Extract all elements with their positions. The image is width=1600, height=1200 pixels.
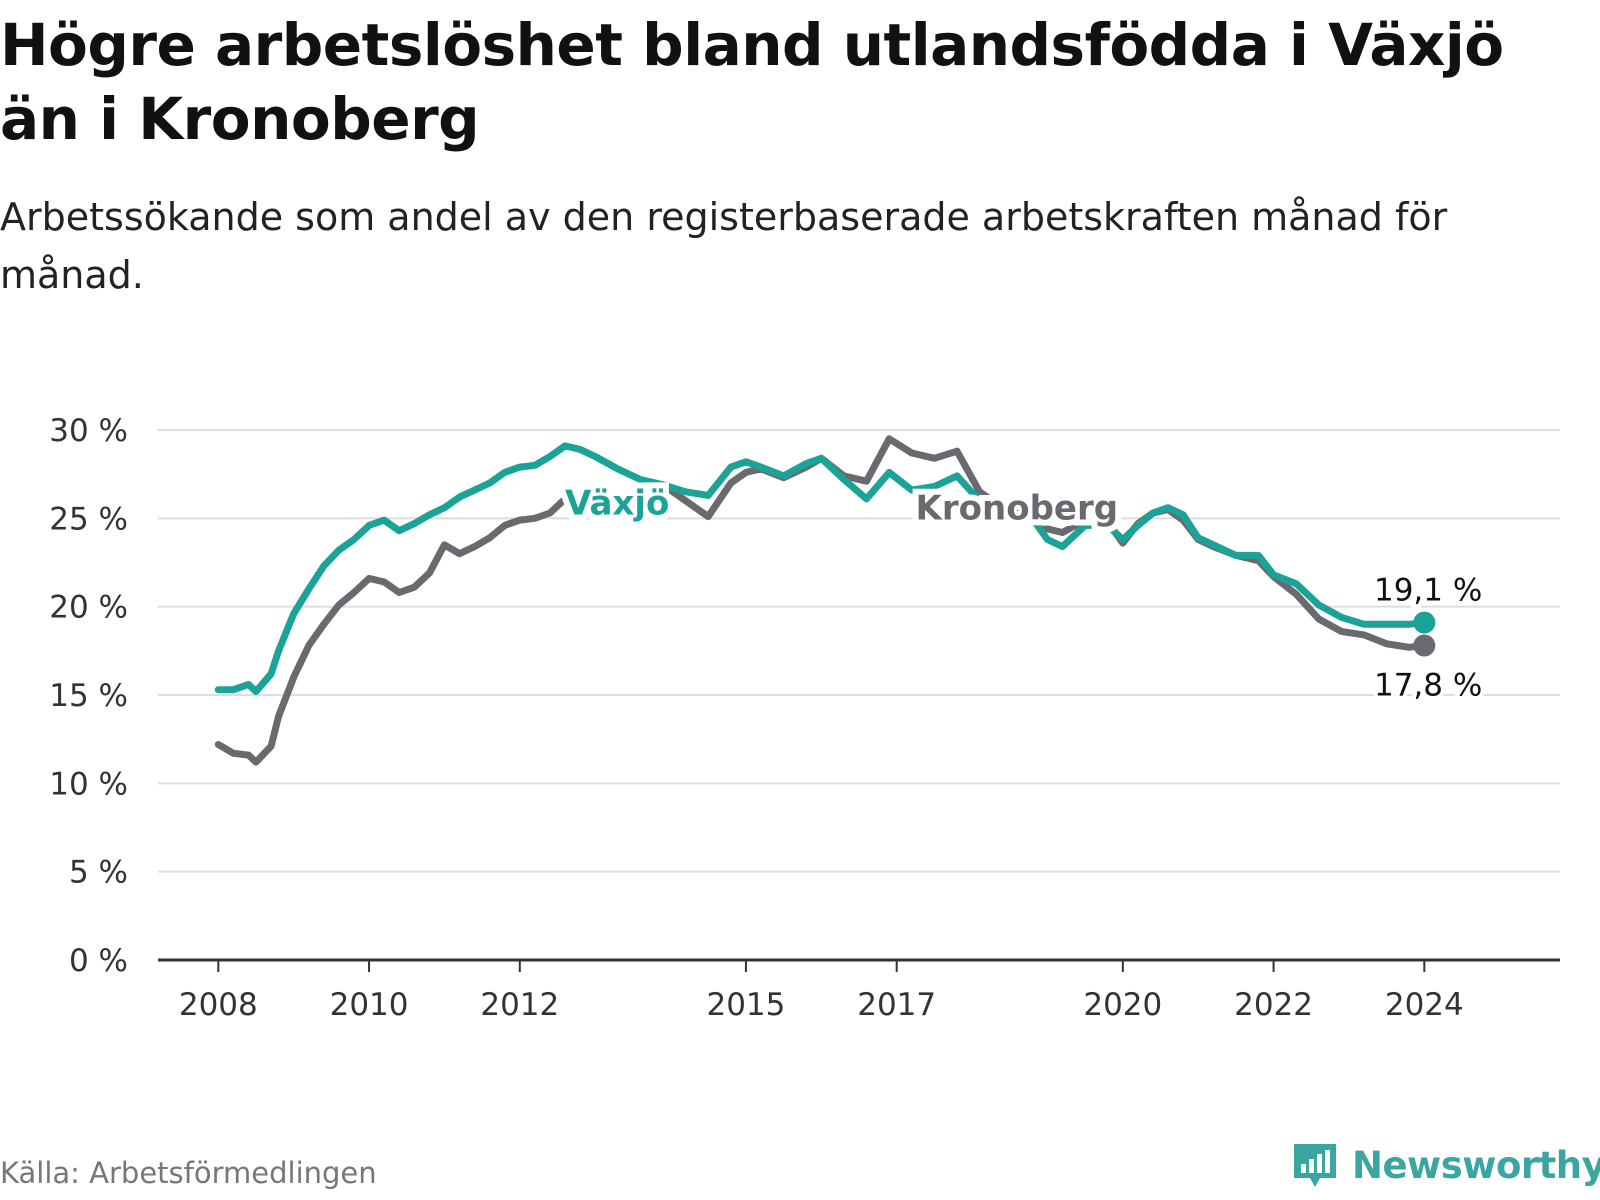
end-point-vaxjo <box>1413 611 1436 634</box>
y-tick-label: 5 % <box>69 855 128 891</box>
series-layer <box>214 435 1436 766</box>
x-tick-label: 2017 <box>857 987 936 1023</box>
chart-title: Högre arbetslöshet bland utlandsfödda i … <box>0 11 1504 153</box>
y-tick-label: 10 % <box>49 766 128 802</box>
series-line-vaxjo <box>214 442 1428 695</box>
x-axis: 2008 2010 2012 2015 2017 2020 2022 2024 <box>158 958 1560 1023</box>
newsworthy-logo[interactable]: Newsworthy <box>1290 1140 1600 1190</box>
y-tick-label: 20 % <box>49 590 128 626</box>
label-layer: 19,1 % 17,8 % Växjö Kronoberg <box>559 477 1486 707</box>
series-label-kronoberg: Kronoberg <box>916 489 1119 529</box>
end-label-kronoberg: 17,8 % <box>1374 668 1482 704</box>
x-tick-label: 2012 <box>480 987 559 1023</box>
grid-layer <box>158 429 1560 873</box>
y-tick-label: 25 % <box>49 501 128 537</box>
end-point-kronoberg <box>1413 634 1436 657</box>
x-tick-label: 2020 <box>1083 987 1162 1023</box>
x-tick-label: 2010 <box>330 987 409 1023</box>
x-tick-label: 2024 <box>1385 987 1464 1023</box>
series-line-kronoberg <box>214 435 1428 766</box>
newsworthy-logo-text: Newsworthy <box>1352 1143 1600 1187</box>
newsworthy-logo-icon <box>1294 1144 1336 1187</box>
x-tick-label: 2008 <box>179 987 258 1023</box>
chart-subtitle: Arbetssökande som andel av den registerb… <box>0 195 1448 297</box>
y-tick-label: 0 % <box>69 943 128 979</box>
y-tick-label: 15 % <box>49 678 128 714</box>
x-tick-label: 2015 <box>706 987 785 1023</box>
x-tick-label: 2022 <box>1234 987 1313 1023</box>
y-tick-label: 30 % <box>49 413 128 449</box>
source-note: Källa: Arbetsförmedlingen <box>0 1156 377 1190</box>
end-label-vaxjo: 19,1 % <box>1374 573 1482 609</box>
series-label-vaxjo: Växjö <box>565 483 669 523</box>
y-axis: 0 % 5 % 10 % 15 % 20 % 25 % 30 % <box>49 413 128 979</box>
